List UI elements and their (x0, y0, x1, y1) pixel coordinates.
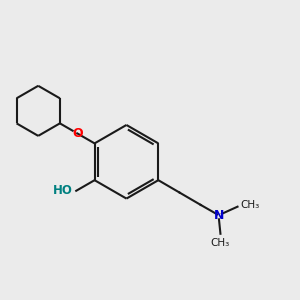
Text: HO: HO (53, 184, 73, 197)
Text: N: N (214, 209, 224, 222)
Text: O: O (72, 127, 83, 140)
Text: CH₃: CH₃ (241, 200, 260, 210)
Text: CH₃: CH₃ (211, 238, 230, 248)
